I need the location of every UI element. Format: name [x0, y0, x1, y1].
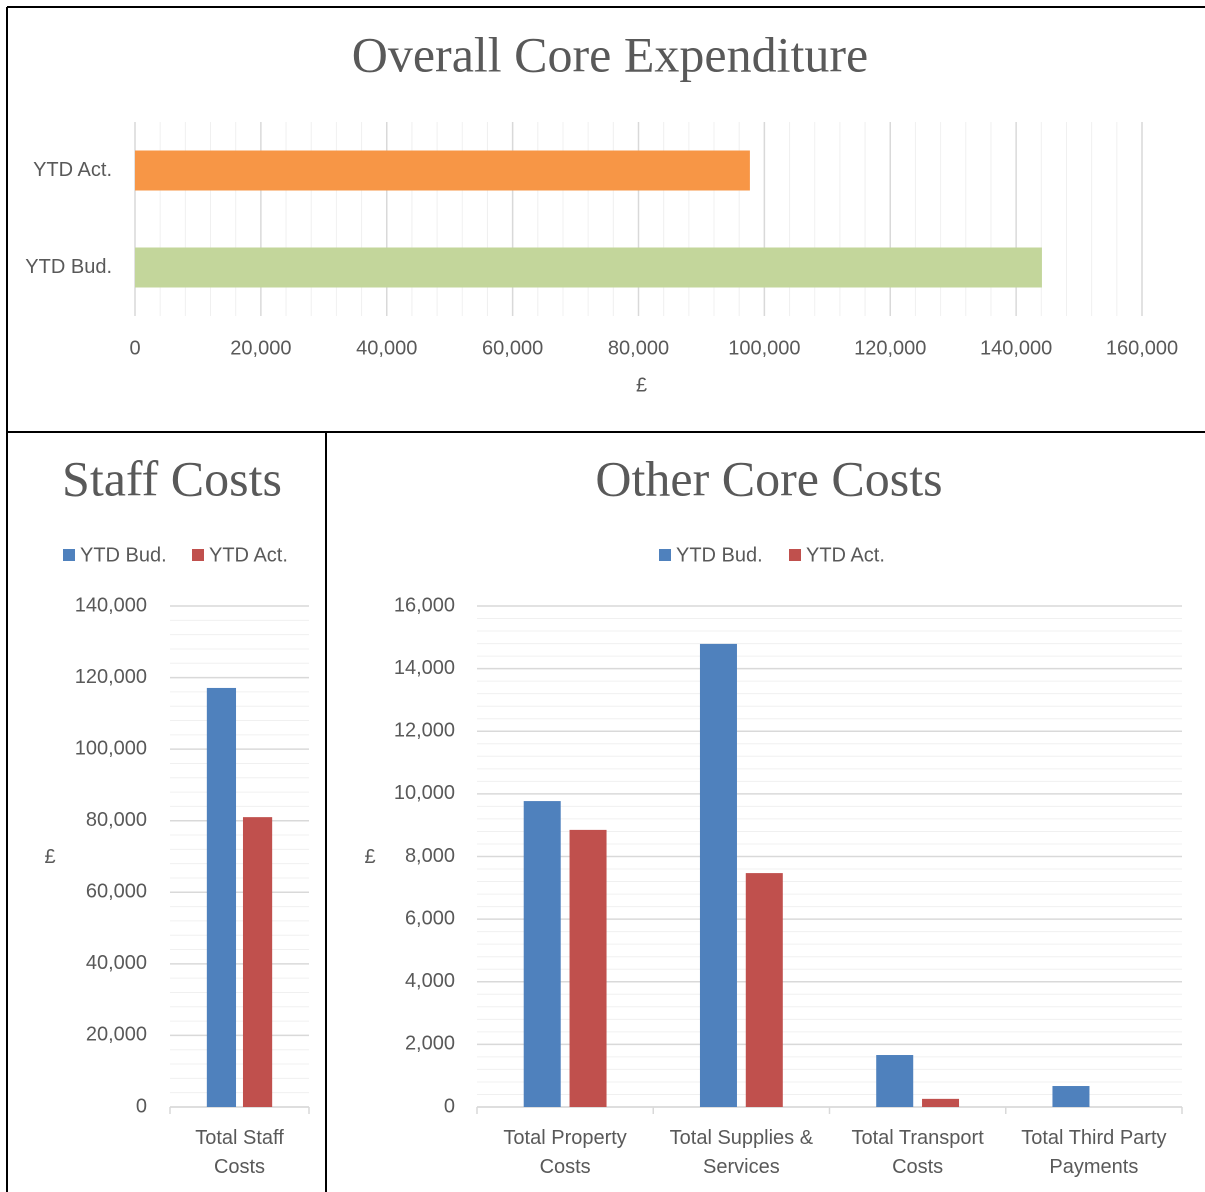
bar	[135, 247, 1042, 288]
x-tick-label: Total Property Costs	[503, 1127, 627, 1178]
x-tick-label: 160,000	[1106, 337, 1178, 359]
x-tick-label: Total Supplies & Services	[669, 1127, 814, 1178]
y-tick-label: 120,000	[75, 666, 147, 688]
y-tick-label: 8,000	[405, 845, 455, 867]
x-tick-label: 0	[129, 337, 140, 359]
bar	[135, 150, 750, 191]
x-tick-label: Total Third Party Payments	[1021, 1127, 1167, 1178]
bar	[699, 643, 737, 1107]
y-tick-label: 6,000	[405, 907, 455, 929]
y-tick-label: YTD Act.	[33, 159, 112, 181]
x-tick-label: 100,000	[728, 337, 800, 359]
y-tick-label: 40,000	[86, 952, 147, 974]
legend-swatch	[192, 549, 204, 561]
x-tick-label: 80,000	[608, 337, 669, 359]
y-tick-label: 14,000	[394, 657, 455, 679]
y-tick-label: 12,000	[394, 720, 455, 742]
chart-title: Staff Costs	[62, 450, 282, 506]
panel-borders	[6, 6, 1205, 1192]
bar	[206, 687, 237, 1107]
x-tick-label: 20,000	[230, 337, 291, 359]
bar	[1052, 1086, 1090, 1107]
legend-swatch	[659, 549, 671, 561]
legend-label: YTD Act.	[209, 544, 288, 566]
x-tick-label: Total Transport Costs	[851, 1127, 984, 1178]
y-tick-label: 100,000	[75, 737, 147, 759]
legend-swatch	[63, 549, 75, 561]
bar	[922, 1098, 960, 1107]
bar	[242, 817, 273, 1107]
x-tick-label: Total Staff Costs	[195, 1127, 284, 1178]
x-axis-label: £	[636, 374, 647, 396]
chart-title: Overall Core Expenditure	[352, 26, 868, 82]
legend-label: YTD Act.	[806, 544, 885, 566]
y-tick-label: 2,000	[405, 1033, 455, 1055]
chart-title: Other Core Costs	[595, 450, 942, 506]
y-tick-label: 16,000	[394, 594, 455, 616]
y-axis-label: £	[364, 846, 375, 868]
legend-label: YTD Bud.	[676, 544, 763, 566]
bar	[876, 1055, 914, 1107]
y-tick-label: 10,000	[394, 782, 455, 804]
y-tick-label: 0	[136, 1095, 147, 1117]
legend-swatch	[789, 549, 801, 561]
y-tick-label: YTD Bud.	[25, 256, 112, 278]
y-tick-label: 4,000	[405, 970, 455, 992]
y-tick-label: 60,000	[86, 881, 147, 903]
y-tick-label: 80,000	[86, 809, 147, 831]
x-tick-label: 120,000	[854, 337, 926, 359]
bar	[523, 801, 561, 1107]
y-tick-label: 140,000	[75, 594, 147, 616]
legend-label: YTD Bud.	[80, 544, 167, 566]
y-axis-label: £	[44, 846, 55, 868]
y-tick-label: 0	[444, 1095, 455, 1117]
x-tick-label: 140,000	[980, 337, 1052, 359]
x-tick-label: 60,000	[482, 337, 543, 359]
bar	[745, 873, 783, 1107]
y-tick-label: 20,000	[86, 1024, 147, 1046]
x-tick-label: 40,000	[356, 337, 417, 359]
bar	[569, 829, 607, 1107]
